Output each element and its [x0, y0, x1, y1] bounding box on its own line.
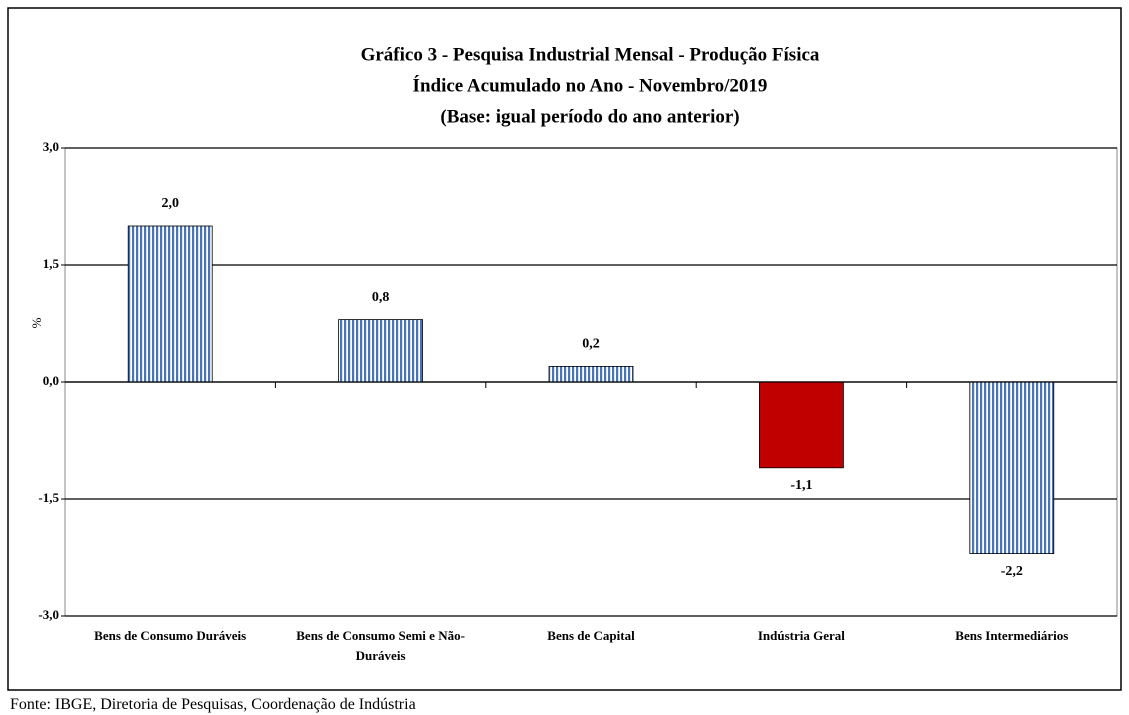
data-label: 0,2: [582, 337, 600, 352]
bar: [759, 381, 844, 469]
data-label: 0,8: [372, 290, 390, 305]
bar: [127, 225, 213, 383]
source-note: Fonte: IBGE, Diretoria de Pesquisas, Coo…: [10, 696, 416, 713]
y-tick-label: 3,0: [43, 139, 59, 154]
y-tick-label: 0,0: [43, 373, 59, 388]
y-tick-label: 1,5: [43, 256, 60, 271]
x-tick-label: Bens de Capital: [547, 628, 635, 643]
data-label: 2,0: [161, 196, 179, 211]
bar: [548, 365, 634, 383]
x-tick-label: Bens de Consumo Duráveis: [94, 628, 247, 643]
chart-subtitle: Índice Acumulado no Ano - Novembro/2019: [413, 74, 768, 96]
y-axis-label: %: [29, 317, 44, 328]
data-label: -2,2: [1001, 564, 1023, 579]
chart-subtitle: (Base: igual período do ano anterior): [440, 106, 739, 127]
y-tick-label: -1,5: [38, 490, 59, 505]
chart-title: Gráfico 3 - Pesquisa Industrial Mensal -…: [361, 44, 820, 65]
bar: [338, 319, 424, 383]
y-tick-label: -3,0: [38, 607, 59, 622]
chart-frame: [7, 7, 1122, 691]
data-label: -1,1: [790, 478, 812, 493]
x-tick-label: Bens Intermediários: [955, 628, 1069, 643]
x-tick-label: Indústria Geral: [757, 628, 845, 643]
x-tick-label: Bens de Consumo Semi e Não-Duráveis: [296, 628, 465, 663]
bar: [969, 381, 1055, 555]
